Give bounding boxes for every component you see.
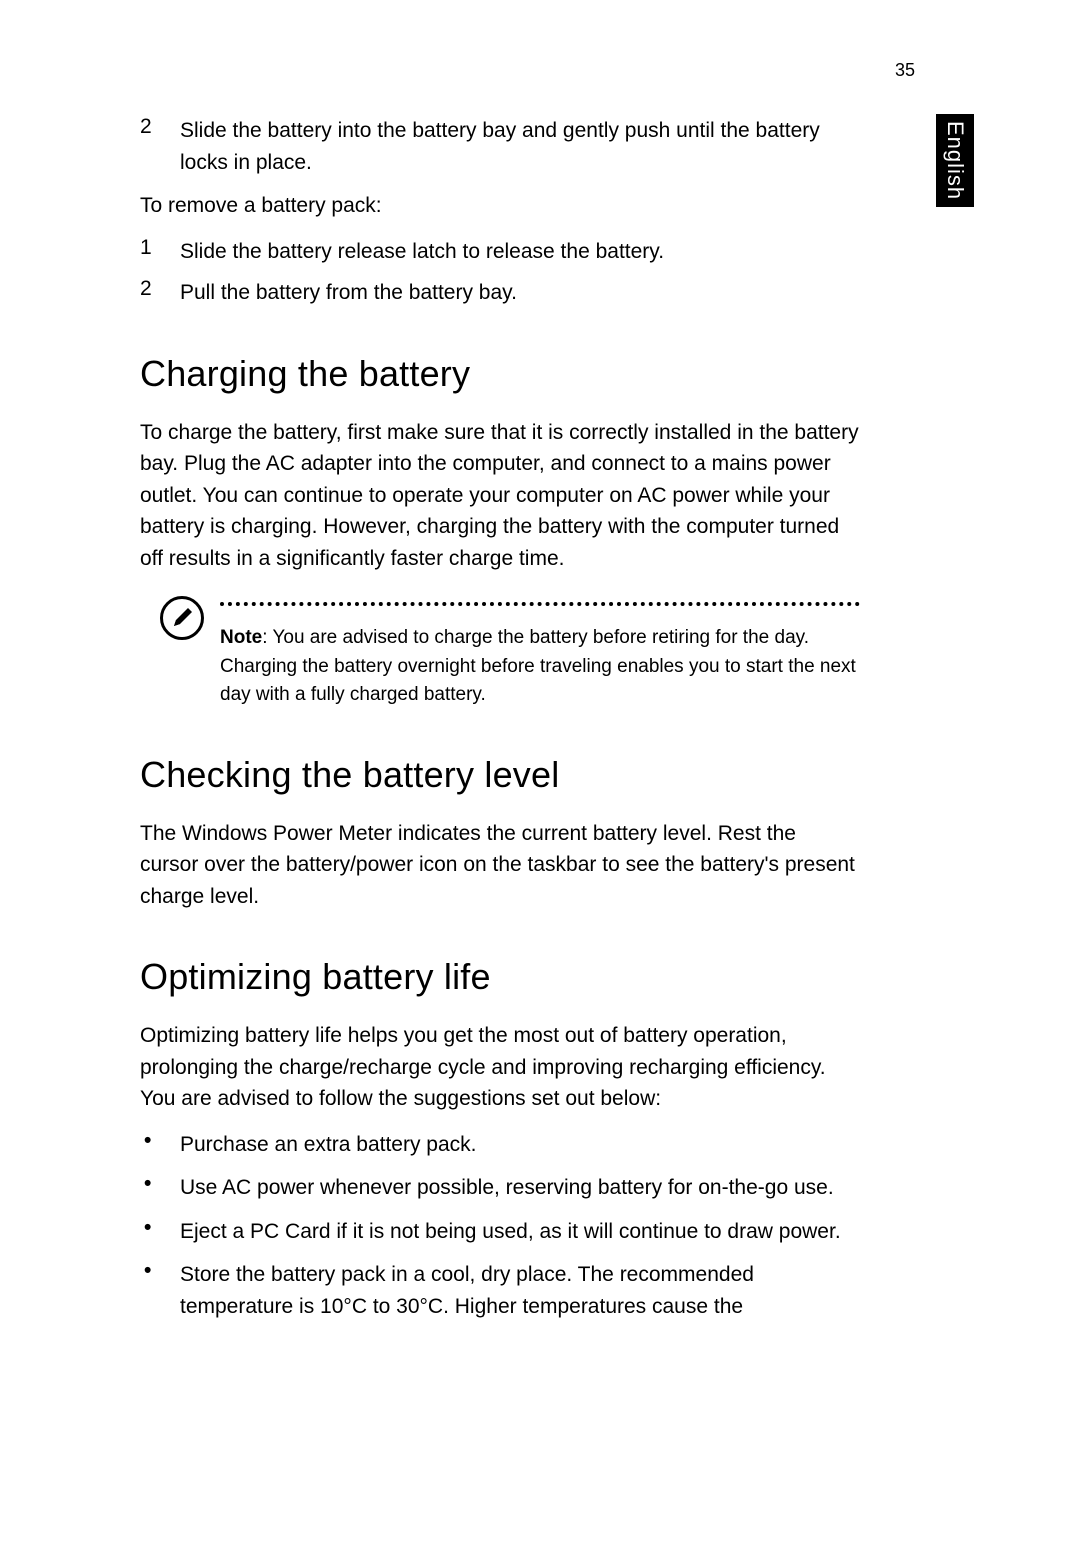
list-marker: 1 bbox=[140, 236, 180, 268]
list-marker: 2 bbox=[140, 277, 180, 309]
note-body: Note: You are advised to charge the batt… bbox=[220, 596, 860, 710]
page-content: 2 Slide the battery into the battery bay… bbox=[140, 115, 860, 1334]
list-text: Slide the battery release latch to relea… bbox=[180, 236, 664, 268]
bullet-marker: • bbox=[140, 1129, 180, 1161]
list-marker: 2 bbox=[140, 115, 180, 178]
heading-checking: Checking the battery level bbox=[140, 754, 860, 796]
list-item: • Purchase an extra battery pack. bbox=[140, 1129, 860, 1161]
list-item: • Eject a PC Card if it is not being use… bbox=[140, 1216, 860, 1248]
pencil-icon bbox=[160, 596, 204, 640]
list-text: Use AC power whenever possible, reservin… bbox=[180, 1172, 834, 1204]
list-text: Slide the battery into the battery bay a… bbox=[180, 115, 860, 178]
heading-charging: Charging the battery bbox=[140, 353, 860, 395]
bullet-marker: • bbox=[140, 1216, 180, 1248]
list-item: 2 Pull the battery from the battery bay. bbox=[140, 277, 860, 309]
paragraph: To charge the battery, first make sure t… bbox=[140, 417, 860, 575]
paragraph: The Windows Power Meter indicates the cu… bbox=[140, 818, 860, 913]
paragraph: Optimizing battery life helps you get th… bbox=[140, 1020, 860, 1115]
note-icon-column bbox=[140, 596, 220, 710]
list-text: Purchase an extra battery pack. bbox=[180, 1129, 477, 1161]
list-text: Eject a PC Card if it is not being used,… bbox=[180, 1216, 841, 1248]
list-item: • Use AC power whenever possible, reserv… bbox=[140, 1172, 860, 1204]
bullet-marker: • bbox=[140, 1172, 180, 1204]
list-text: Store the battery pack in a cool, dry pl… bbox=[180, 1259, 860, 1322]
list-item: 1 Slide the battery release latch to rel… bbox=[140, 236, 860, 268]
note-block: Note: You are advised to charge the batt… bbox=[140, 596, 860, 710]
note-text: Note: You are advised to charge the batt… bbox=[220, 624, 860, 710]
heading-optimizing: Optimizing battery life bbox=[140, 956, 860, 998]
list-item: • Store the battery pack in a cool, dry … bbox=[140, 1259, 860, 1322]
list-text: Pull the battery from the battery bay. bbox=[180, 277, 517, 309]
page-number: 35 bbox=[895, 60, 915, 81]
list-item: 2 Slide the battery into the battery bay… bbox=[140, 115, 860, 178]
language-tab: English bbox=[936, 114, 974, 207]
bullet-marker: • bbox=[140, 1259, 180, 1322]
paragraph: To remove a battery pack: bbox=[140, 190, 860, 222]
dotted-divider bbox=[220, 602, 860, 606]
